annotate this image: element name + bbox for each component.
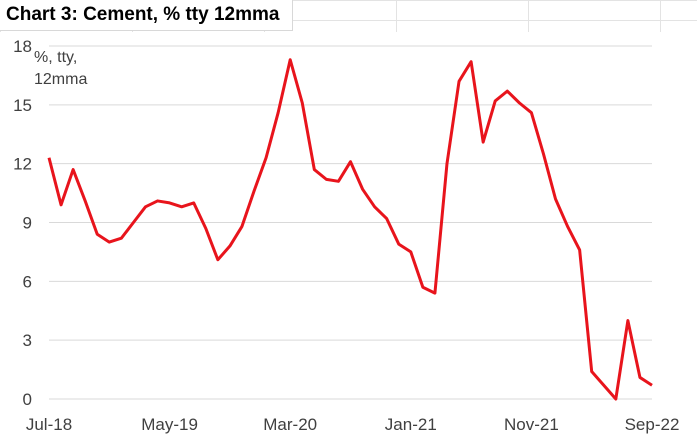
x-axis-tick-labels: Jul-18 May-19 Mar-20 Jan-21 Nov-21 Sep-22 — [26, 415, 680, 434]
x-tick-label: Mar-20 — [263, 415, 317, 434]
y-tick-label: 3 — [23, 331, 32, 350]
x-tick-label: Sep-22 — [625, 415, 680, 434]
y-axis-tick-labels: 0 3 6 9 12 15 18 — [13, 37, 32, 409]
chart-area[interactable]: 0 3 6 9 12 15 18 Jul-18 May-19 Mar-20 Jan-21 Nov-2… — [0, 32, 697, 448]
chart-title: Chart 3: Cement, % tty 12mma — [6, 4, 280, 25]
y-tick-label: 18 — [13, 37, 32, 56]
gridlines — [49, 45, 652, 400]
y-tick-label: 9 — [23, 214, 32, 233]
x-tick-label: Jan-21 — [385, 415, 437, 434]
y-tick-label: 12 — [13, 155, 32, 174]
y-axis-unit-label: %, tty, 12mma — [34, 49, 88, 88]
y-tick-label: 0 — [23, 390, 32, 409]
y-tick-label: 6 — [23, 272, 32, 291]
y-tick-label: 15 — [13, 96, 32, 115]
x-tick-label: May-19 — [141, 415, 198, 434]
line-chart: 0 3 6 9 12 15 18 Jul-18 May-19 Mar-20 Jan-21 Nov-2… — [13, 37, 680, 434]
title-cell[interactable]: Chart 3: Cement, % tty 12mma — [0, 0, 293, 31]
series-layer — [47, 58, 653, 401]
series-line-0 — [47, 58, 653, 401]
x-tick-label: Nov-21 — [504, 415, 559, 434]
x-tick-label: Jul-18 — [26, 415, 72, 434]
